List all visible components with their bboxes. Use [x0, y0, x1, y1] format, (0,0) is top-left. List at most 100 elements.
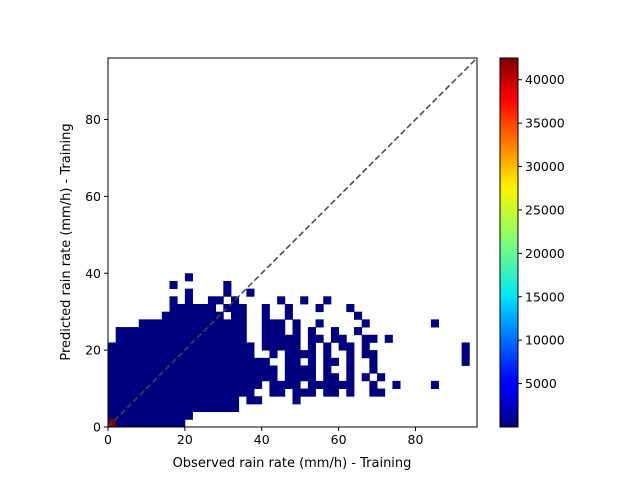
- heatmap-cell: [108, 373, 117, 382]
- heatmap-cell: [192, 304, 201, 313]
- heatmap-cell: [207, 365, 217, 374]
- heatmap-cell: [123, 396, 132, 405]
- heatmap-cell: [231, 403, 240, 413]
- heatmap-cell: [207, 327, 217, 336]
- heatmap-cell: [215, 403, 224, 413]
- heatmap-cell: [115, 357, 124, 366]
- heatmap-cell: [315, 304, 324, 313]
- heatmap-cell: [246, 365, 255, 374]
- heatmap-cell: [346, 350, 355, 359]
- heatmap-cell: [154, 365, 163, 374]
- x-axis: 0 20 40 60 80: [104, 427, 423, 447]
- heatmap-cell: [177, 403, 186, 413]
- x-axis-label: Observed rain rate (mm/h) - Training: [173, 456, 412, 471]
- heatmap-cell: [161, 403, 170, 413]
- heatmap-cell: [369, 357, 378, 366]
- heatmap-cell: [223, 288, 232, 297]
- heatmap-cell: [169, 327, 178, 336]
- heatmap-cell: [315, 334, 324, 343]
- heatmap-cell: [115, 403, 124, 413]
- heatmap-cell: [231, 327, 240, 336]
- heatmap-cell: [238, 380, 247, 389]
- heatmap-cell: [200, 373, 209, 382]
- heatmap-cell: [169, 403, 178, 413]
- heatmap-cell: [131, 350, 140, 359]
- heatmap-cell: [184, 288, 193, 297]
- heatmap-cell: [354, 327, 363, 336]
- heatmap-cell: [146, 419, 155, 428]
- heatmap-cell: [169, 419, 178, 428]
- heatmap-cell: [261, 334, 270, 343]
- heatmap-cell: [246, 357, 255, 366]
- heatmap-cell: [192, 396, 201, 405]
- heatmap-cell: [138, 380, 147, 389]
- heatmap-cell: [277, 327, 286, 336]
- heatmap-cell: [131, 403, 140, 413]
- heatmap-cell: [146, 411, 155, 420]
- heatmap-cell: [231, 396, 240, 405]
- heatmap-cell: [300, 365, 309, 374]
- heatmap-cell: [223, 319, 232, 328]
- heatmap-cell: [361, 334, 370, 343]
- heatmap-cell: [231, 380, 240, 389]
- heatmap-cell: [238, 350, 247, 359]
- heatmap-cell: [246, 396, 255, 405]
- heatmap-cell: [246, 388, 255, 397]
- heatmap-cell: [231, 357, 240, 366]
- heatmap-cell: [161, 396, 170, 405]
- heatmap-cell: [346, 357, 355, 366]
- heatmap-cell: [231, 365, 240, 374]
- heatmap-cell: [115, 380, 124, 389]
- heatmap-cell: [123, 380, 132, 389]
- heatmap-cell: [161, 380, 170, 389]
- heatmap-cell: [238, 304, 247, 313]
- heatmap-cell: [115, 327, 124, 336]
- heatmap-cell: [177, 396, 186, 405]
- heatmap-cell: [284, 373, 293, 382]
- heatmap-cell: [269, 380, 278, 389]
- heatmap-cell: [177, 327, 186, 336]
- heatmap-cell: [392, 380, 401, 389]
- heatmap-cell: [300, 373, 309, 382]
- heatmap-cell: [277, 334, 286, 343]
- heatmap-cell: [108, 380, 117, 389]
- heatmap-cell: [138, 350, 147, 359]
- heatmap-cell: [200, 403, 209, 413]
- heatmap-cell: [330, 357, 340, 366]
- heatmap-cell: [215, 334, 224, 343]
- heatmap-cell: [138, 334, 147, 343]
- heatmap-cell: [369, 350, 378, 359]
- heatmap-cell: [231, 388, 240, 397]
- heatmap-cell: [115, 388, 124, 397]
- heatmap-cell: [223, 327, 232, 336]
- heatmap-cell: [238, 319, 247, 328]
- heatmap-cell: [200, 380, 209, 389]
- heatmap-cell: [223, 388, 232, 397]
- heatmap-cell: [284, 380, 293, 389]
- y-tick-label: 0: [93, 420, 101, 435]
- heatmap-cell: [361, 319, 370, 328]
- heatmap-cell: [184, 327, 193, 336]
- heatmap-cell: [261, 365, 270, 374]
- heatmap-cell: [169, 380, 178, 389]
- heatmap-cell: [269, 342, 278, 351]
- heatmap-cell: [330, 388, 340, 397]
- heatmap-cell: [338, 342, 347, 351]
- heatmap-cell: [238, 334, 247, 343]
- heatmap-cell: [154, 342, 163, 351]
- heatmap-cell: [177, 304, 186, 313]
- heatmap-cell: [215, 327, 224, 336]
- heatmap-cell: [154, 403, 163, 413]
- heatmap-cell: [269, 373, 278, 382]
- heatmap-cell: [123, 373, 132, 382]
- heatmap-cell: [207, 311, 217, 320]
- heatmap-cell: [369, 388, 378, 397]
- heatmap-cell: [346, 304, 355, 313]
- heatmap-cell: [223, 342, 232, 351]
- heatmap-cell: [207, 350, 217, 359]
- heatmap-cell: [323, 342, 332, 351]
- heatmap-cell: [192, 365, 201, 374]
- heatmap-cell: [131, 334, 140, 343]
- heatmap-cell: [200, 350, 209, 359]
